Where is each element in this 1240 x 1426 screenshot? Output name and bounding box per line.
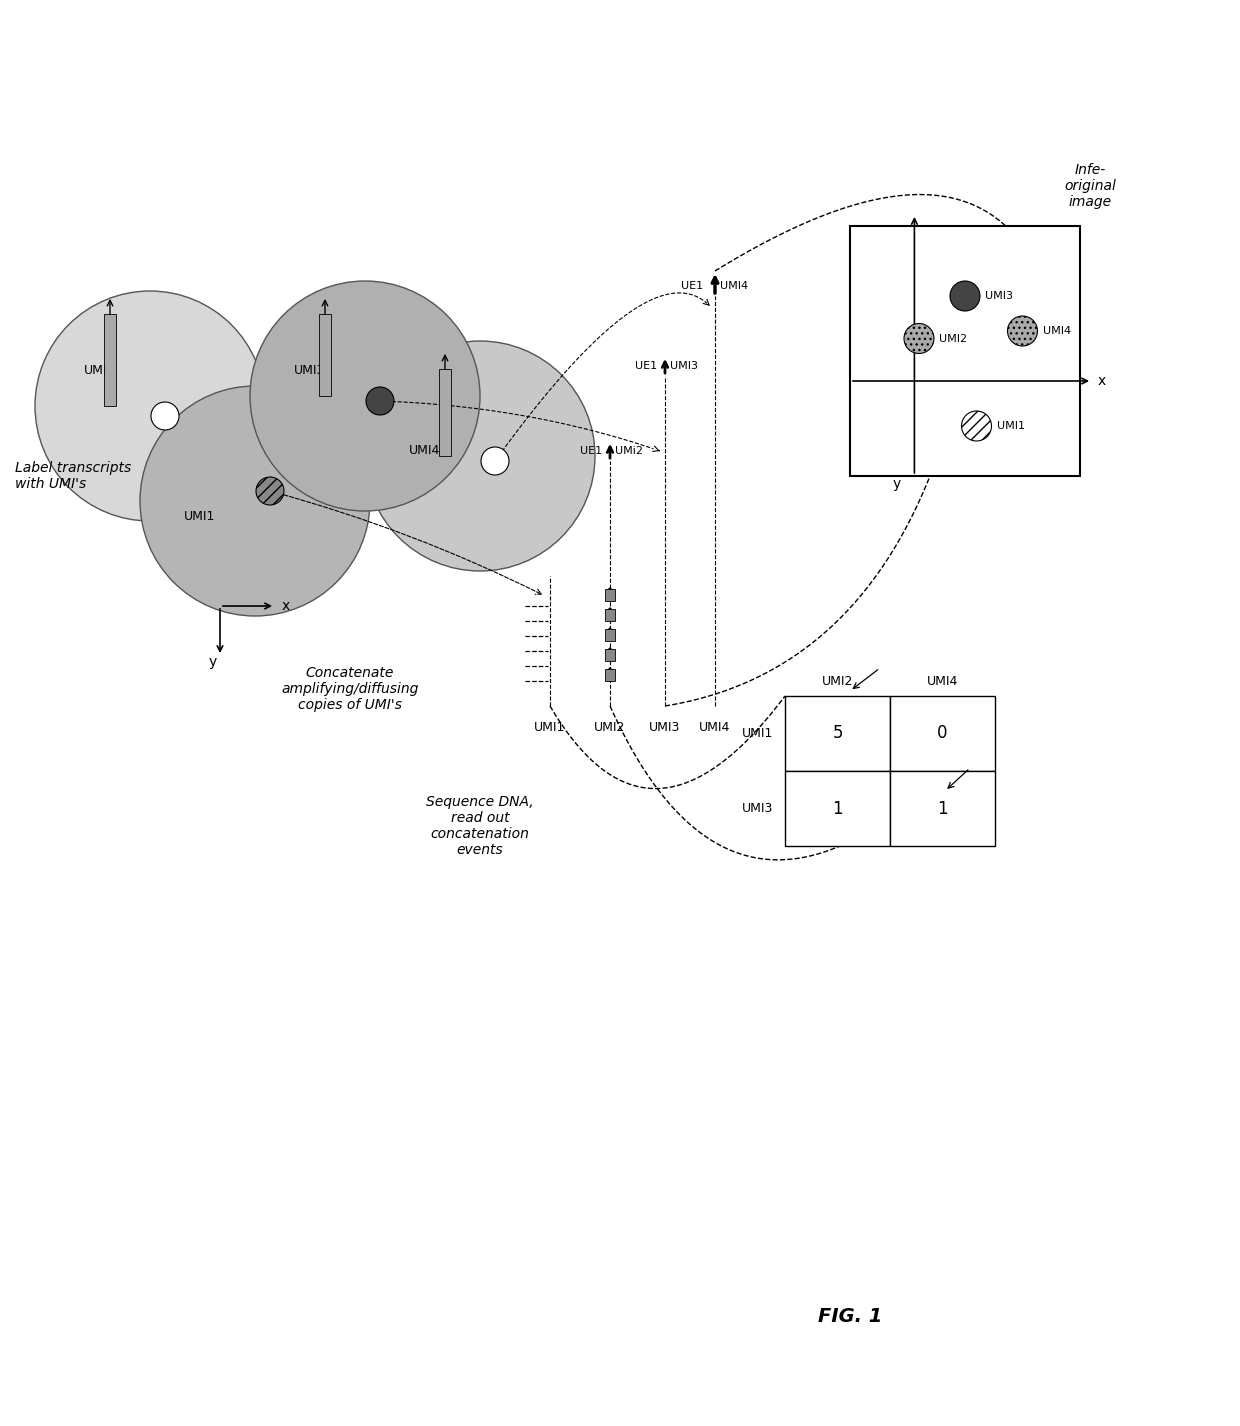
Text: x: x (1097, 374, 1106, 388)
Bar (890, 771, 994, 846)
Text: UMI3: UMI3 (670, 361, 698, 371)
Circle shape (366, 386, 394, 415)
Text: y: y (208, 655, 217, 669)
Circle shape (904, 324, 934, 354)
Text: Label transcripts
with UMI's: Label transcripts with UMI's (15, 461, 131, 491)
Text: Concatenate
amplifying/diffusing
copies of UMI's: Concatenate amplifying/diffusing copies … (281, 666, 419, 713)
Text: UMI4: UMI4 (409, 445, 440, 458)
FancyArrow shape (605, 669, 615, 682)
FancyArrow shape (605, 609, 615, 620)
FancyArrow shape (605, 629, 615, 642)
Text: UE1: UE1 (580, 446, 601, 456)
Text: UE1: UE1 (635, 361, 657, 371)
Text: 0: 0 (937, 724, 947, 743)
Text: UMI4: UMI4 (1043, 327, 1070, 337)
Circle shape (250, 281, 480, 511)
Text: UMI2: UMI2 (594, 722, 626, 734)
Text: UMI2: UMI2 (84, 365, 115, 378)
Text: UMI4: UMI4 (699, 722, 730, 734)
Text: Infe-
original
image: Infe- original image (1064, 163, 1116, 210)
Text: UMI4: UMI4 (720, 281, 748, 291)
Text: 1: 1 (832, 800, 843, 817)
Text: UMI1: UMI1 (997, 421, 1024, 431)
Text: UMI3: UMI3 (985, 291, 1013, 301)
FancyArrow shape (605, 649, 615, 662)
Bar (890, 696, 994, 771)
Text: UMI3: UMI3 (742, 801, 773, 816)
Bar (785, 696, 890, 771)
Text: FIG. 1: FIG. 1 (818, 1306, 882, 1326)
Circle shape (1007, 317, 1038, 347)
Bar (785, 771, 890, 846)
Text: UMI4: UMI4 (926, 674, 959, 687)
FancyArrow shape (104, 314, 117, 406)
Circle shape (481, 446, 508, 475)
Text: y: y (893, 478, 900, 491)
Circle shape (961, 411, 992, 441)
Circle shape (950, 281, 980, 311)
FancyArrow shape (605, 589, 615, 600)
Text: x: x (281, 599, 290, 613)
Text: UMi2: UMi2 (615, 446, 644, 456)
Text: UMI2: UMI2 (939, 334, 967, 344)
Text: UMI2: UMI2 (822, 674, 853, 687)
Circle shape (365, 341, 595, 570)
FancyArrow shape (439, 369, 451, 456)
Text: UMI1: UMI1 (742, 727, 773, 740)
Text: UMI3: UMI3 (294, 365, 326, 378)
Text: 5: 5 (832, 724, 843, 743)
Text: Sequence DNA,
read out
concatenation
events: Sequence DNA, read out concatenation eve… (427, 794, 533, 857)
Circle shape (35, 291, 265, 520)
Text: UE1: UE1 (681, 281, 703, 291)
Circle shape (151, 402, 179, 431)
FancyArrow shape (319, 314, 331, 396)
Circle shape (255, 478, 284, 505)
Text: UMI3: UMI3 (650, 722, 681, 734)
Bar (849, 225, 1080, 476)
Text: UMI1: UMI1 (185, 509, 216, 522)
Text: 1: 1 (937, 800, 947, 817)
Circle shape (140, 386, 370, 616)
Text: UMI1: UMI1 (534, 722, 565, 734)
